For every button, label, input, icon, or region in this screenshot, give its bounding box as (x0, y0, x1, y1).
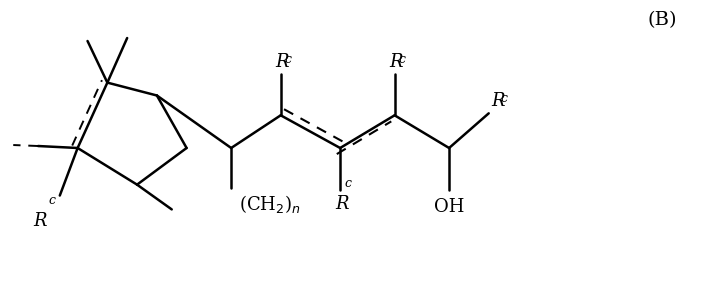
Text: R: R (276, 53, 289, 71)
Text: c: c (398, 53, 406, 66)
Text: c: c (49, 194, 56, 207)
Text: (B): (B) (647, 11, 677, 29)
Text: R: R (390, 53, 403, 71)
Text: c: c (344, 177, 351, 190)
Text: R: R (335, 195, 349, 213)
Text: (CH$_2$)$_n$: (CH$_2$)$_n$ (239, 193, 301, 214)
Text: R: R (33, 212, 47, 230)
Text: c: c (285, 53, 291, 66)
Text: OH: OH (434, 198, 464, 216)
Text: c: c (501, 92, 508, 105)
Text: R: R (492, 92, 506, 110)
